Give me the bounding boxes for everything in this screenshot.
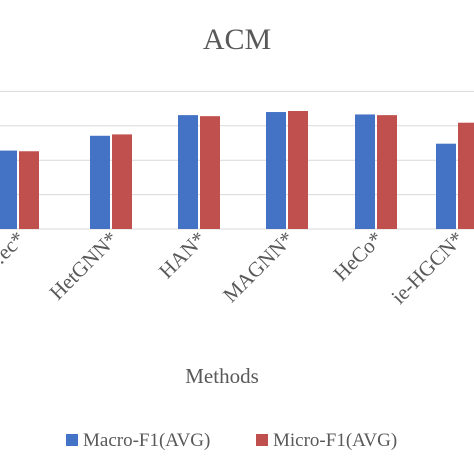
x-tick-label: …ec* <box>0 227 30 279</box>
x-axis-label: Methods <box>185 364 259 388</box>
bar-micro-f1-avg--4 <box>377 115 397 229</box>
legend-swatch <box>256 434 268 446</box>
x-tick-label: MAGNN* <box>218 227 298 307</box>
bar-macro-f1-avg--4 <box>355 114 375 229</box>
x-tick-label: ie-HGCN* <box>386 227 468 309</box>
gridlines <box>0 90 474 230</box>
bar-macro-f1-avg--1 <box>90 135 110 229</box>
bar-macro-f1-avg--3 <box>266 112 286 229</box>
bar-macro-f1-avg--0 <box>0 150 17 229</box>
bar-micro-f1-avg--5 <box>458 122 474 229</box>
legend-label: Micro-F1(AVG) <box>273 430 397 451</box>
x-tick-labels: …ec* HetGNN* HAN* MAGNN* HeCo*ie-HGCN* <box>0 227 469 309</box>
bar-micro-f1-avg--0 <box>19 151 39 229</box>
bar-macro-f1-avg--2 <box>178 115 198 229</box>
legend-swatch <box>66 434 78 446</box>
x-tick-label: HAN* <box>154 227 211 284</box>
legend-label: Macro-F1(AVG) <box>83 430 210 451</box>
legend: Macro-F1(AVG) Micro-F1(AVG) <box>66 430 397 451</box>
chart-title: ACM <box>203 23 271 56</box>
bar-macro-f1-avg--5 <box>436 143 456 229</box>
x-tick-label: HetGNN* <box>45 227 123 305</box>
bar-micro-f1-avg--3 <box>288 111 308 229</box>
bar-micro-f1-avg--2 <box>200 116 220 229</box>
bars <box>0 111 474 229</box>
bar-micro-f1-avg--1 <box>112 134 132 229</box>
x-tick-label: HeCo* <box>328 227 387 286</box>
